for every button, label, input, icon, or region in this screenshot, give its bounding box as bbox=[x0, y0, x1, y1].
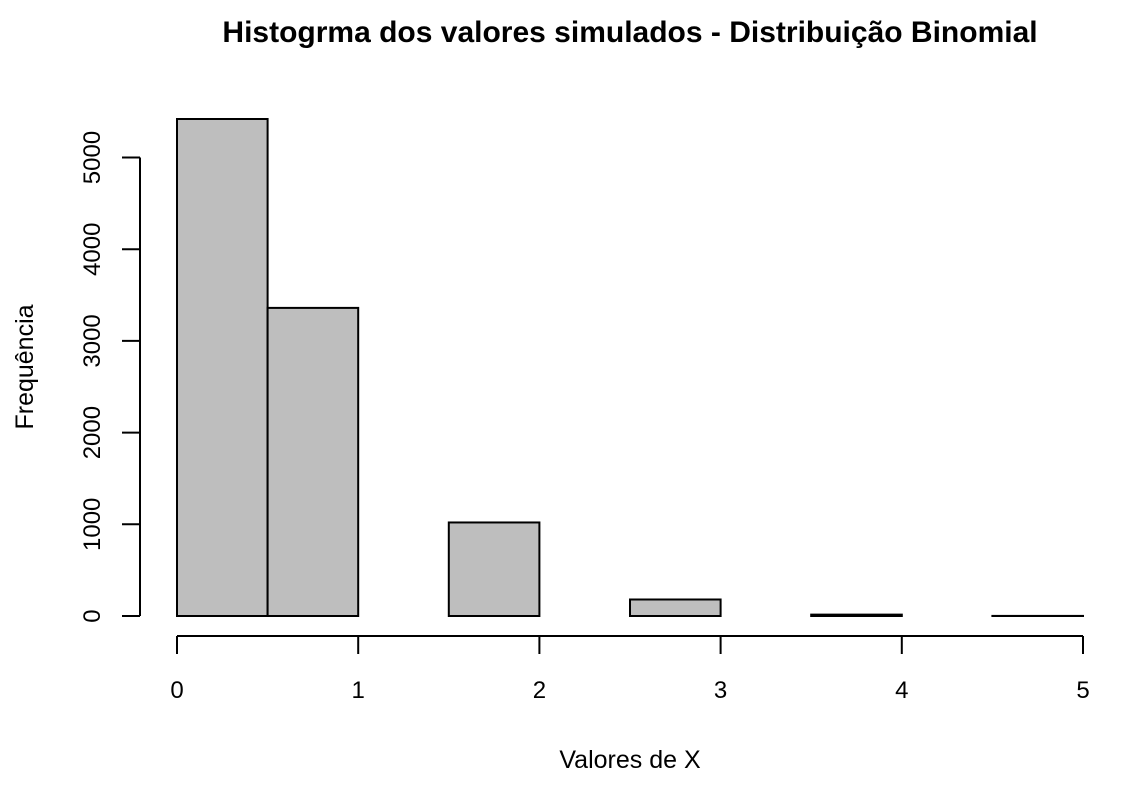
y-axis-label: Frequência bbox=[11, 304, 39, 429]
x-tick-label-0: 0 bbox=[170, 677, 183, 704]
x-tick-label-3: 3 bbox=[714, 677, 727, 704]
histogram-bar-5 bbox=[629, 598, 722, 617]
y-axis: 0 1000 2000 3000 4000 5000 bbox=[79, 131, 141, 623]
y-tick-label-3: 3000 bbox=[79, 314, 106, 367]
y-tick-label-0: 0 bbox=[79, 609, 106, 622]
x-tick-label-4: 4 bbox=[895, 677, 908, 704]
x-axis-label: Valores de X bbox=[559, 746, 701, 774]
x-tick-label-2: 2 bbox=[533, 677, 546, 704]
bars-group bbox=[176, 118, 1085, 618]
x-tick-label-5: 5 bbox=[1076, 677, 1089, 704]
y-tick-label-2: 2000 bbox=[79, 406, 106, 459]
x-axis: 0 1 2 3 4 5 bbox=[170, 635, 1090, 704]
histogram-bar-0 bbox=[176, 118, 269, 617]
histogram-bar-7 bbox=[810, 613, 903, 617]
chart-title: Histogrma dos valores simulados - Distri… bbox=[222, 16, 1037, 49]
y-tick-label-4: 4000 bbox=[79, 223, 106, 276]
y-tick-label-5: 5000 bbox=[79, 131, 106, 184]
histogram-bar-3 bbox=[447, 521, 541, 617]
x-tick-label-1: 1 bbox=[352, 677, 365, 704]
histogram-bar-1 bbox=[266, 306, 360, 617]
y-tick-label-1: 1000 bbox=[79, 498, 106, 551]
